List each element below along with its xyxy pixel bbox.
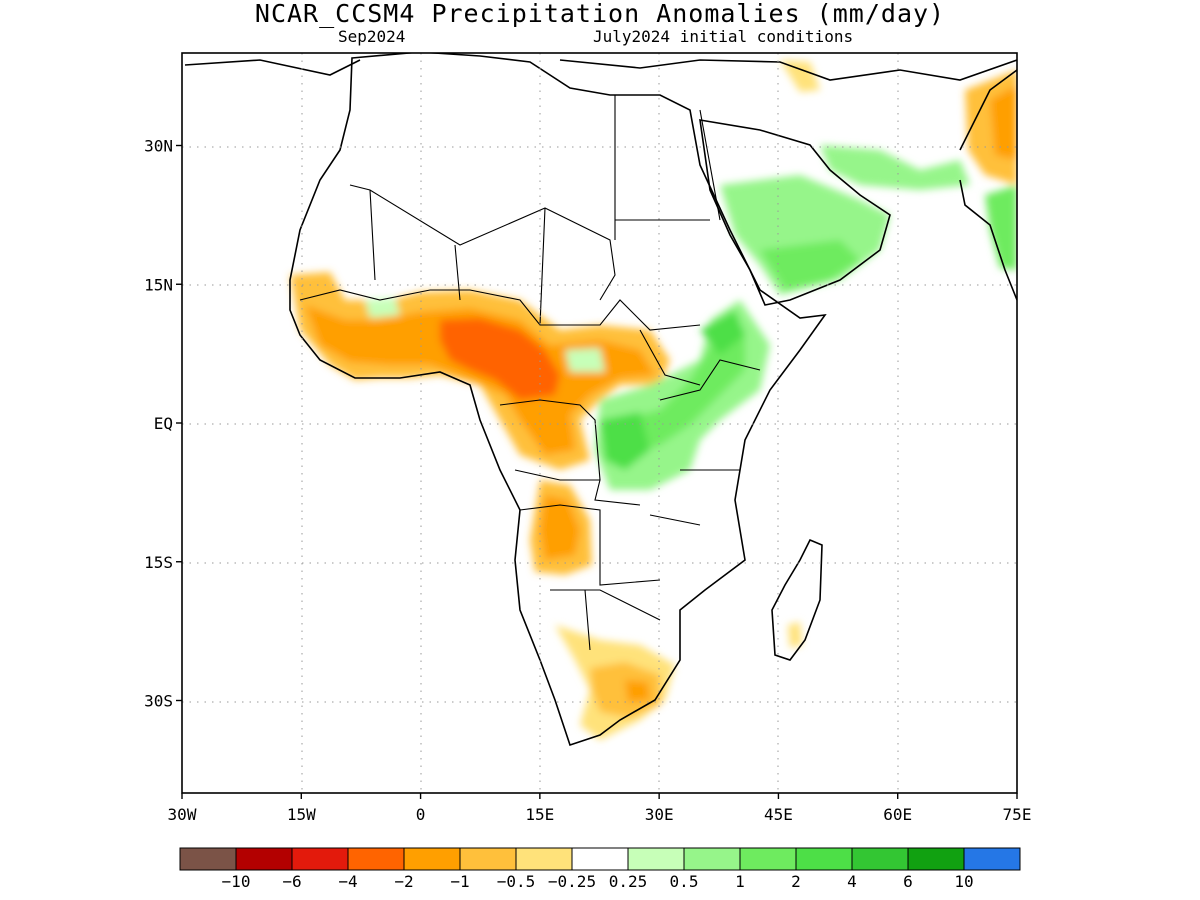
colorbar-swatch [963,847,1021,871]
colorbar-swatch [347,847,405,871]
valid-month-label: Sep2024 [338,27,406,46]
dry-anomaly-southafrica-core [590,662,660,718]
y-tick-label: 30N [144,137,173,156]
wet-anomaly-westindia [985,185,1017,270]
wet-anomaly-congo [600,412,650,470]
country-borders [299,95,761,651]
x-axis: 30W 15W 0 15E 30E 45E 60E 75E [168,793,1032,824]
colorbar-label: −0.25 [548,872,596,891]
colorbar-label: −10 [222,872,251,891]
dry-anomaly-lesotho [625,680,650,702]
x-tick-label: 0 [416,805,426,824]
colorbar-swatch [515,847,573,871]
coastlines [184,53,1017,747]
colorbar-swatch [627,847,685,871]
colorbar-swatch [683,847,741,871]
colorbar-label: 4 [847,872,857,891]
x-tick-label: 15E [525,805,554,824]
colorbar-label: −2 [394,872,413,891]
dry-anomaly-india-core [990,85,1017,160]
arabia-outline [699,119,891,306]
colorbar-swatch [907,847,965,871]
dry-anomaly-madagascar [788,622,802,648]
chart-title: NCAR_CCSM4 Precipitation Anomalies (mm/d… [254,0,946,28]
dry-anomaly-angola-core [540,495,580,560]
x-tick-label: 60E [883,805,912,824]
wet-anomaly-eastafrica-core [620,330,745,455]
wet-anomaly-sahel-patch [365,298,400,318]
india-outline [959,69,1017,301]
y-tick-label: EQ [154,414,173,433]
wet-anomaly-iran [820,145,970,190]
colorbar-label: 10 [954,872,973,891]
southern-europe-outline [184,59,1017,81]
colorbar-swatch [739,847,797,871]
x-tick-label: 75E [1003,805,1032,824]
x-tick-label: 45E [764,805,793,824]
colorbar-label: 0.5 [670,872,699,891]
wet-anomaly-sudan-patch [565,348,605,372]
initial-conditions-label: July2024 initial conditions [593,27,854,46]
africa-outline [289,53,827,747]
y-axis: 30N 15N EQ 15S 30S [144,137,182,711]
colorbar-label: −6 [282,872,301,891]
dry-anomaly-turkey [780,60,820,92]
anomaly-shading [290,60,1017,740]
colorbar: −10 −6 −4 −2 −1 −0.5 −0.25 0.25 0.5 1 2 4 6 10 [179,847,1021,891]
colorbar-label: 0.25 [609,872,648,891]
colorbar-label: −4 [338,872,357,891]
dry-anomaly-westafrica-core [305,305,655,455]
dry-anomaly-westafrica-peak [440,318,560,400]
colorbar-swatch [459,847,517,871]
y-tick-label: 15N [144,275,173,294]
colorbar-swatch [291,847,349,871]
wet-anomaly-ethiopia-peak [700,310,745,355]
madagascar-outline [771,538,823,661]
colorbar-swatch [851,847,909,871]
x-tick-label: 30E [645,805,674,824]
colorbar-label: 1 [735,872,745,891]
colorbar-swatch [179,847,237,871]
wet-anomaly-arabia-core [760,240,860,290]
y-tick-label: 30S [144,692,173,711]
y-tick-label: 15S [144,553,173,572]
colorbar-swatch [795,847,853,871]
colorbar-label: 2 [791,872,801,891]
colorbar-swatch [235,847,293,871]
x-tick-label: 15W [287,805,316,824]
colorbar-label: −1 [450,872,469,891]
colorbar-label: −0.5 [497,872,536,891]
colorbar-label: 6 [903,872,913,891]
x-tick-label: 30W [168,805,197,824]
colorbar-swatch [403,847,461,871]
colorbar-swatch [571,847,629,871]
